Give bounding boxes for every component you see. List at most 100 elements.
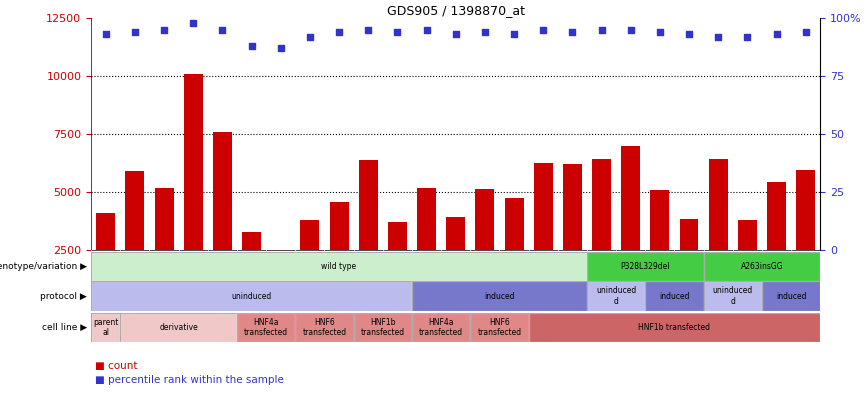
Title: GDS905 / 1398870_at: GDS905 / 1398870_at [387,4,524,17]
Bar [446,217,465,308]
Bar [242,232,261,308]
Bar [125,171,144,308]
Bar [470,313,529,342]
Text: GSM27160: GSM27160 [510,254,518,295]
Bar [587,281,645,311]
Bar [300,220,319,308]
Bar [704,281,762,311]
Text: GSM27063: GSM27063 [364,254,372,295]
Bar [237,313,295,342]
Point [740,34,754,40]
Point [624,27,638,33]
Text: HNF6
transfected: HNF6 transfected [302,318,346,337]
Text: GSM27148: GSM27148 [393,254,402,295]
Text: A263insGG: A263insGG [740,262,783,271]
Point [478,29,492,35]
Text: GSM27170: GSM27170 [772,254,781,295]
Bar [762,281,820,311]
Bar [529,313,820,342]
Text: induced: induced [659,292,690,301]
Bar [412,313,470,342]
Bar [650,190,669,308]
Point [391,29,404,35]
Point [565,29,579,35]
Bar [587,252,704,281]
Text: induced: induced [776,292,806,301]
Text: GSM27159: GSM27159 [334,254,344,295]
Text: GSM27206: GSM27206 [188,254,198,295]
Text: GSM27150: GSM27150 [247,254,256,295]
Point [332,29,346,35]
Bar [476,189,495,308]
Point [711,34,725,40]
Text: GSM27156: GSM27156 [306,254,314,295]
Bar [704,252,820,281]
Bar [121,313,237,342]
Text: ■ count: ■ count [95,361,138,371]
Text: derivative: derivative [159,323,198,332]
Bar [91,313,121,342]
Text: induced: induced [484,292,515,301]
Text: GSM27203: GSM27203 [102,254,110,295]
Bar [91,281,412,311]
Bar [412,281,587,311]
Text: GSM27205: GSM27205 [160,254,168,295]
Bar [708,159,727,308]
Point [507,31,521,38]
Point [273,45,287,51]
Text: GSM27149: GSM27149 [568,254,577,295]
Bar [621,146,641,308]
Text: GSM27207: GSM27207 [218,254,227,295]
Bar [762,281,820,311]
Bar [353,313,412,342]
Bar [91,281,412,311]
Bar [295,313,353,342]
Bar [213,132,232,308]
Point [799,29,812,35]
Bar [738,220,757,308]
Point [157,27,171,33]
Bar [388,222,407,308]
Bar [587,252,704,281]
Bar [529,313,820,342]
Point [653,29,667,35]
Text: HNF4a
transfected: HNF4a transfected [419,318,464,337]
Text: HNF4a
transfected: HNF4a transfected [244,318,288,337]
Text: GSM27157: GSM27157 [480,254,490,295]
Bar [470,313,529,342]
Point [419,27,433,33]
Bar [96,213,115,308]
Point [536,27,550,33]
Text: GSM27169: GSM27169 [713,254,723,295]
Bar [330,202,349,308]
Bar [91,313,121,342]
Bar [704,281,762,311]
Text: uninduced
d: uninduced d [713,286,753,306]
Text: GSM27167: GSM27167 [685,254,694,295]
Bar [184,74,203,308]
Text: GSM27151: GSM27151 [422,254,431,295]
Text: GSM27172: GSM27172 [801,254,810,295]
Bar [295,313,353,342]
Text: HNF6
transfected: HNF6 transfected [477,318,522,337]
Point [128,29,141,35]
Point [682,31,696,38]
Bar [592,159,611,308]
Point [770,31,784,38]
Bar [680,219,699,308]
Bar [91,252,587,281]
Point [361,27,375,33]
Text: GSM27204: GSM27204 [130,254,140,295]
Point [449,31,463,38]
Bar [271,250,290,308]
Point [245,43,259,49]
Bar [645,281,704,311]
Bar [504,198,523,308]
Text: P328L329del: P328L329del [621,262,670,271]
Bar [155,188,174,308]
Text: GSM27163: GSM27163 [655,254,664,295]
Text: HNF1b
transfected: HNF1b transfected [361,318,404,337]
Bar [121,313,237,342]
Text: GSM27153: GSM27153 [451,254,460,295]
Point [215,27,229,33]
